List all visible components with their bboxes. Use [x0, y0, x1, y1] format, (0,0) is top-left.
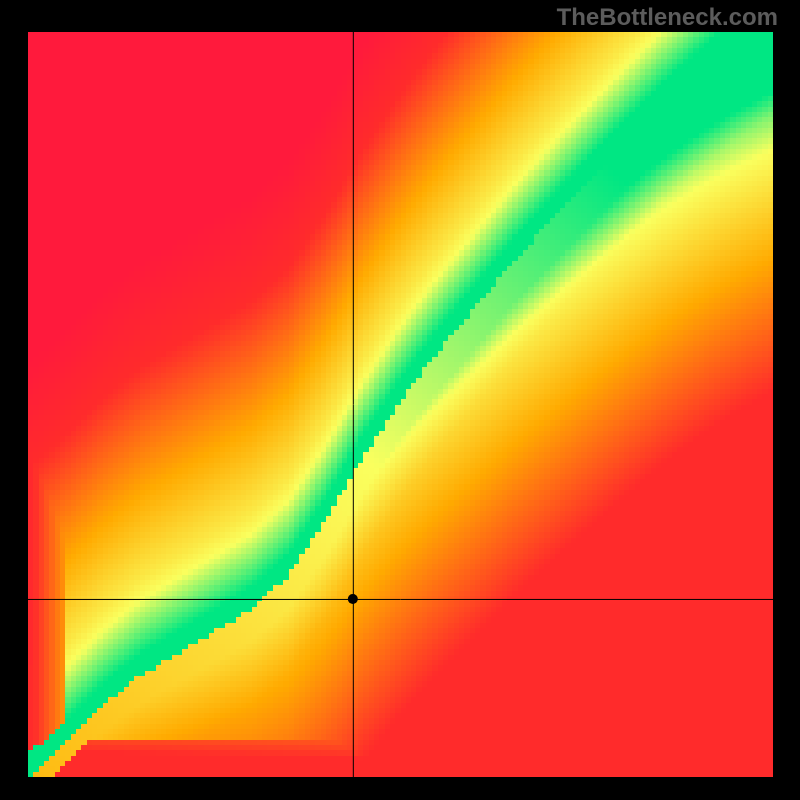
heatmap-canvas: [28, 32, 773, 777]
chart-container: TheBottleneck.com: [0, 0, 800, 800]
heatmap-plot: [28, 32, 773, 777]
watermark-text: TheBottleneck.com: [557, 4, 778, 32]
